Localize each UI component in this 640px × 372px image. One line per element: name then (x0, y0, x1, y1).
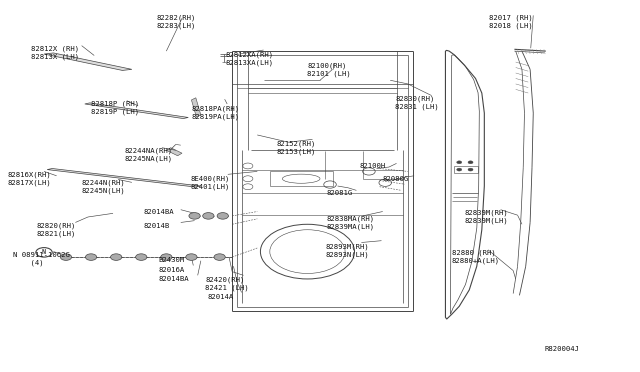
Text: 82818P (RH)
82819P (LH): 82818P (RH) 82819P (LH) (91, 100, 139, 115)
Circle shape (457, 161, 461, 164)
Text: 82017 (RH)
82018 (LH): 82017 (RH) 82018 (LH) (490, 15, 533, 29)
Text: 82014BA: 82014BA (159, 276, 189, 282)
Text: 82818PA(RH)
82819PA(LH): 82818PA(RH) 82819PA(LH) (191, 106, 239, 120)
Text: 82420(RH)
82421 (LH): 82420(RH) 82421 (LH) (205, 276, 249, 291)
Text: 82081G: 82081G (326, 190, 353, 196)
Circle shape (186, 254, 197, 260)
Circle shape (203, 213, 214, 219)
Polygon shape (44, 53, 132, 70)
Text: N 08911-1062G
    (4): N 08911-1062G (4) (13, 251, 70, 266)
Polygon shape (191, 98, 201, 117)
Circle shape (189, 213, 200, 219)
Text: 82816X(RH)
82817X(LH): 82816X(RH) 82817X(LH) (8, 171, 51, 186)
Text: 82080G: 82080G (383, 176, 409, 182)
Circle shape (161, 254, 172, 260)
Text: R820004J: R820004J (545, 346, 580, 352)
Circle shape (214, 254, 225, 260)
Text: N: N (42, 249, 46, 255)
Polygon shape (166, 148, 182, 156)
Text: 82839M(RH)
82839M(LH): 82839M(RH) 82839M(LH) (464, 210, 508, 224)
Text: 82880 (RH)
82880+A(LH): 82880 (RH) 82880+A(LH) (452, 250, 500, 264)
Text: 82838MA(RH)
82839MA(LH): 82838MA(RH) 82839MA(LH) (326, 216, 374, 230)
Text: 82100(RH)
82101 (LH): 82100(RH) 82101 (LH) (307, 62, 351, 77)
Text: 82282(RH)
82283(LH): 82282(RH) 82283(LH) (157, 15, 196, 29)
Text: 82014A: 82014A (207, 294, 234, 299)
Circle shape (85, 254, 97, 260)
Text: 82244NA(RH)
82245NA(LH): 82244NA(RH) 82245NA(LH) (124, 148, 172, 162)
Text: 82152(RH)
82153(LH): 82152(RH) 82153(LH) (276, 141, 316, 155)
Text: 82016A: 82016A (159, 267, 185, 273)
Circle shape (111, 254, 122, 260)
Circle shape (217, 213, 228, 219)
Text: 82244N(RH)
82245N(LH): 82244N(RH) 82245N(LH) (82, 179, 125, 194)
Polygon shape (85, 103, 188, 119)
Circle shape (60, 254, 72, 260)
Text: 82014BA: 82014BA (143, 209, 173, 215)
Text: 82893M(RH)
82893N(LH): 82893M(RH) 82893N(LH) (325, 244, 369, 258)
Text: 82014B: 82014B (143, 223, 170, 229)
Text: 82830(RH)
82831 (LH): 82830(RH) 82831 (LH) (396, 96, 439, 110)
Circle shape (468, 168, 473, 171)
Text: 82812XA(RH)
82813XA(LH): 82812XA(RH) 82813XA(LH) (226, 51, 274, 65)
Circle shape (468, 161, 473, 164)
Circle shape (457, 168, 461, 171)
Text: 82812X (RH)
82813X (LH): 82812X (RH) 82813X (LH) (31, 46, 79, 60)
Text: 82100H: 82100H (360, 163, 386, 169)
Text: 82820(RH)
82821(LH): 82820(RH) 82821(LH) (36, 222, 76, 237)
Polygon shape (47, 169, 201, 187)
Circle shape (136, 254, 147, 260)
Text: 8E400(RH)
82401(LH): 8E400(RH) 82401(LH) (190, 175, 230, 190)
Text: B2430M: B2430M (159, 257, 185, 263)
